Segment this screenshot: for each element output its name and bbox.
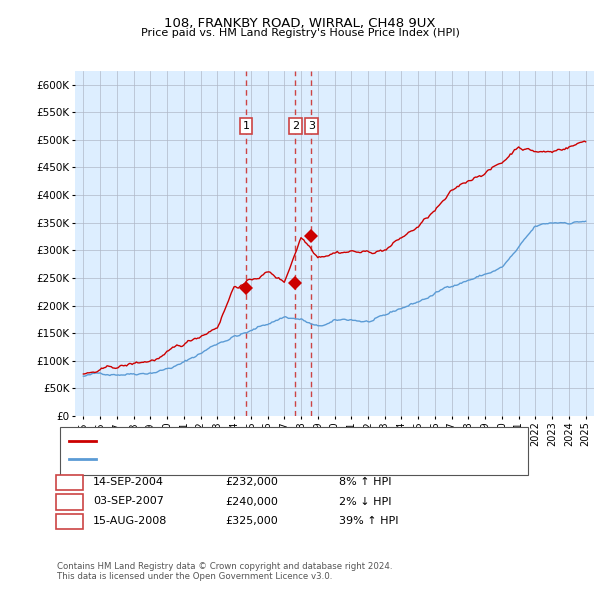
Text: 108, FRANKBY ROAD, WIRRAL, CH48 9UX: 108, FRANKBY ROAD, WIRRAL, CH48 9UX [164, 17, 436, 30]
Text: 108, FRANKBY ROAD, WIRRAL, CH48 9UX (detached house): 108, FRANKBY ROAD, WIRRAL, CH48 9UX (det… [101, 437, 409, 446]
Text: 3: 3 [308, 121, 315, 131]
Text: 39% ↑ HPI: 39% ↑ HPI [339, 516, 398, 526]
Text: 2: 2 [292, 121, 299, 131]
Text: £240,000: £240,000 [225, 497, 278, 506]
Text: 14-SEP-2004: 14-SEP-2004 [93, 477, 164, 487]
Text: Contains HM Land Registry data © Crown copyright and database right 2024.: Contains HM Land Registry data © Crown c… [57, 562, 392, 571]
Text: HPI: Average price, detached house, Wirral: HPI: Average price, detached house, Wirr… [101, 454, 325, 464]
Text: 15-AUG-2008: 15-AUG-2008 [93, 516, 167, 526]
Text: 2% ↓ HPI: 2% ↓ HPI [339, 497, 391, 506]
Text: 1: 1 [66, 477, 73, 487]
Text: 1: 1 [242, 121, 250, 131]
Text: 03-SEP-2007: 03-SEP-2007 [93, 497, 164, 506]
Text: £232,000: £232,000 [225, 477, 278, 487]
Text: 2: 2 [66, 497, 73, 506]
Text: £325,000: £325,000 [225, 516, 278, 526]
Text: 3: 3 [66, 516, 73, 526]
Text: Price paid vs. HM Land Registry's House Price Index (HPI): Price paid vs. HM Land Registry's House … [140, 28, 460, 38]
Text: 8% ↑ HPI: 8% ↑ HPI [339, 477, 391, 487]
Text: This data is licensed under the Open Government Licence v3.0.: This data is licensed under the Open Gov… [57, 572, 332, 581]
